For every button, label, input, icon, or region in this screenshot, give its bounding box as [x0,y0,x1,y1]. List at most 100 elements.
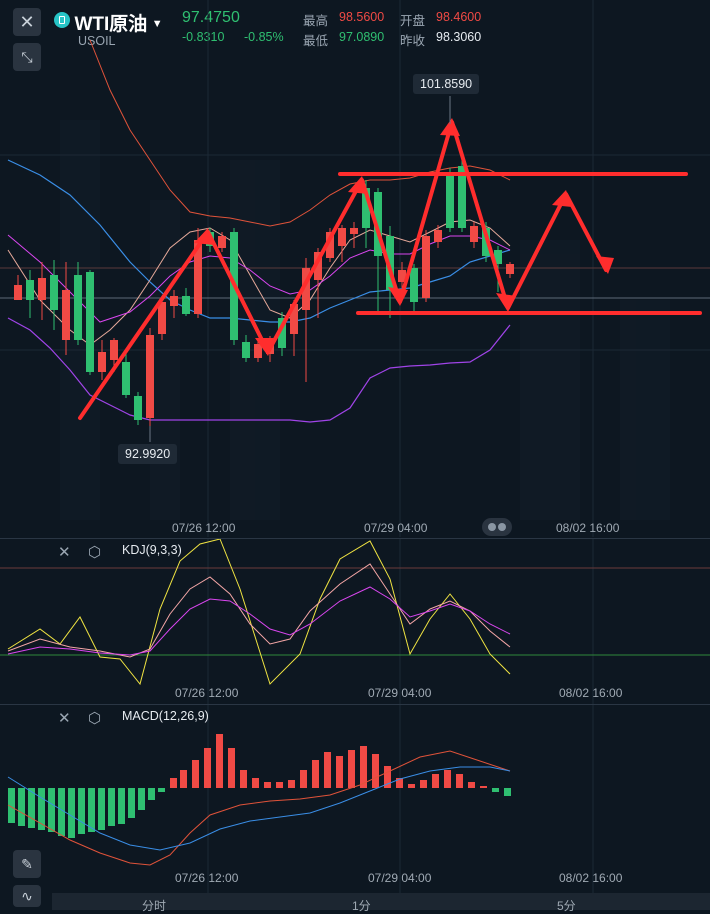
candle-body [194,240,202,314]
macd-bar [216,734,223,788]
kdj-settings-button[interactable]: ⬡ [88,543,101,561]
macd-bar [408,784,415,788]
symbol-selector[interactable]: WTI原油 ▼ [54,9,163,35]
candle-body [434,230,442,242]
macd-bar [192,760,199,788]
macd-bar [456,774,463,788]
candle-body [338,228,346,246]
kdj-k-line [7,563,511,658]
macd-bar [108,788,115,826]
arrowheads [194,118,614,356]
kdj-d-line [7,586,511,656]
candle-body [74,275,82,340]
macd-close-button[interactable]: ✕ [58,709,71,727]
candle-body [170,296,178,306]
candle-body [98,352,106,372]
macd-bar [88,788,95,832]
timeframe-tab-tick[interactable]: 分时 [142,899,167,913]
macd-bar [444,770,451,788]
candle-body [182,296,190,314]
prev-close-label: 昨收 [400,34,426,48]
macd-bar [264,782,271,788]
macd-bar [468,782,475,788]
macd-bar [324,752,331,788]
macd-dif-line [7,750,511,866]
macd-dea-line [7,766,511,851]
candle-body [458,166,466,228]
macd-bar [252,778,259,788]
macd-time-label-3: 08/02 16:00 [559,871,623,885]
macd-bar [384,766,391,788]
close-icon: ✕ [19,12,35,32]
macd-bar [128,788,135,818]
open-label: 开盘 [400,14,426,28]
symbol-name: WTI原油 [74,14,148,35]
kdj-time-label-2: 07/29 04:00 [368,686,432,700]
macd-bar [360,746,367,788]
candle-body [254,344,262,358]
settings-icon: ⬡ [88,710,102,727]
macd-bar [240,770,247,788]
macd-bar [420,780,427,788]
collapse-icon: ⤡ [21,49,33,65]
candle-body [506,264,514,274]
timeframe-tab-5m[interactable]: 5分 [557,899,576,913]
kdj-chart[interactable] [0,539,710,705]
candle-body [218,236,226,248]
candle-body [50,275,58,310]
kdj-close-button[interactable]: ✕ [58,543,71,561]
symbol-logo-icon [54,12,70,28]
macd-bar [98,788,105,830]
main-price-chart[interactable] [0,0,710,537]
macd-settings-button[interactable]: ⬡ [88,709,101,727]
kdj-divider [0,538,710,539]
macd-bar [276,782,283,788]
candle-body [302,268,310,310]
timeframe-tab-1m[interactable]: 1分 [352,899,371,913]
candle-body [86,272,94,372]
price-change: -0.8310 [182,30,225,44]
macd-bar [138,788,145,810]
main-time-label-3: 08/02 16:00 [556,521,620,535]
kdj-time-label-3: 08/02 16:00 [559,686,623,700]
macd-bar [432,774,439,788]
candle-body [62,290,70,340]
close-icon: ✕ [58,544,71,561]
candle-body [326,232,334,258]
macd-bar [288,780,295,788]
pen-icon: ✎ [21,856,33,872]
dropdown-icon: ▼ [151,18,163,30]
candle-body [14,285,22,300]
candle-body [398,270,406,282]
macd-bar [180,770,187,788]
candlesticks [14,160,514,428]
macd-bar [18,788,25,826]
last-price: 97.4750 [182,9,240,26]
candle-body [122,362,130,395]
high-value: 98.5600 [339,10,385,24]
symbol-code: USOIL [78,34,116,48]
macd-time-label-2: 07/29 04:00 [368,871,432,885]
macd-chart[interactable] [0,705,710,893]
macd-bar [148,788,155,800]
candle-body [314,252,322,280]
collapse-button[interactable]: ⤡ [13,43,41,71]
open-value: 98.4600 [436,10,482,24]
candle-body [26,280,34,300]
macd-bar [348,750,355,788]
macd-histogram [8,734,511,838]
candle-body [290,304,298,334]
macd-bar [396,778,403,788]
macd-bar [504,788,511,796]
indicator-tool-button[interactable]: ∿ [13,885,41,907]
scroll-indicator[interactable] [482,518,512,536]
close-chart-button[interactable]: ✕ [13,8,41,36]
trough-price-tag: 92.9920 [118,444,178,464]
macd-bar [78,788,85,834]
low-value: 97.0890 [339,30,385,44]
macd-bar [118,788,125,824]
macd-bar [312,760,319,788]
macd-bar [170,778,177,788]
draw-tool-button[interactable]: ✎ [13,850,41,878]
macd-bar [372,754,379,788]
